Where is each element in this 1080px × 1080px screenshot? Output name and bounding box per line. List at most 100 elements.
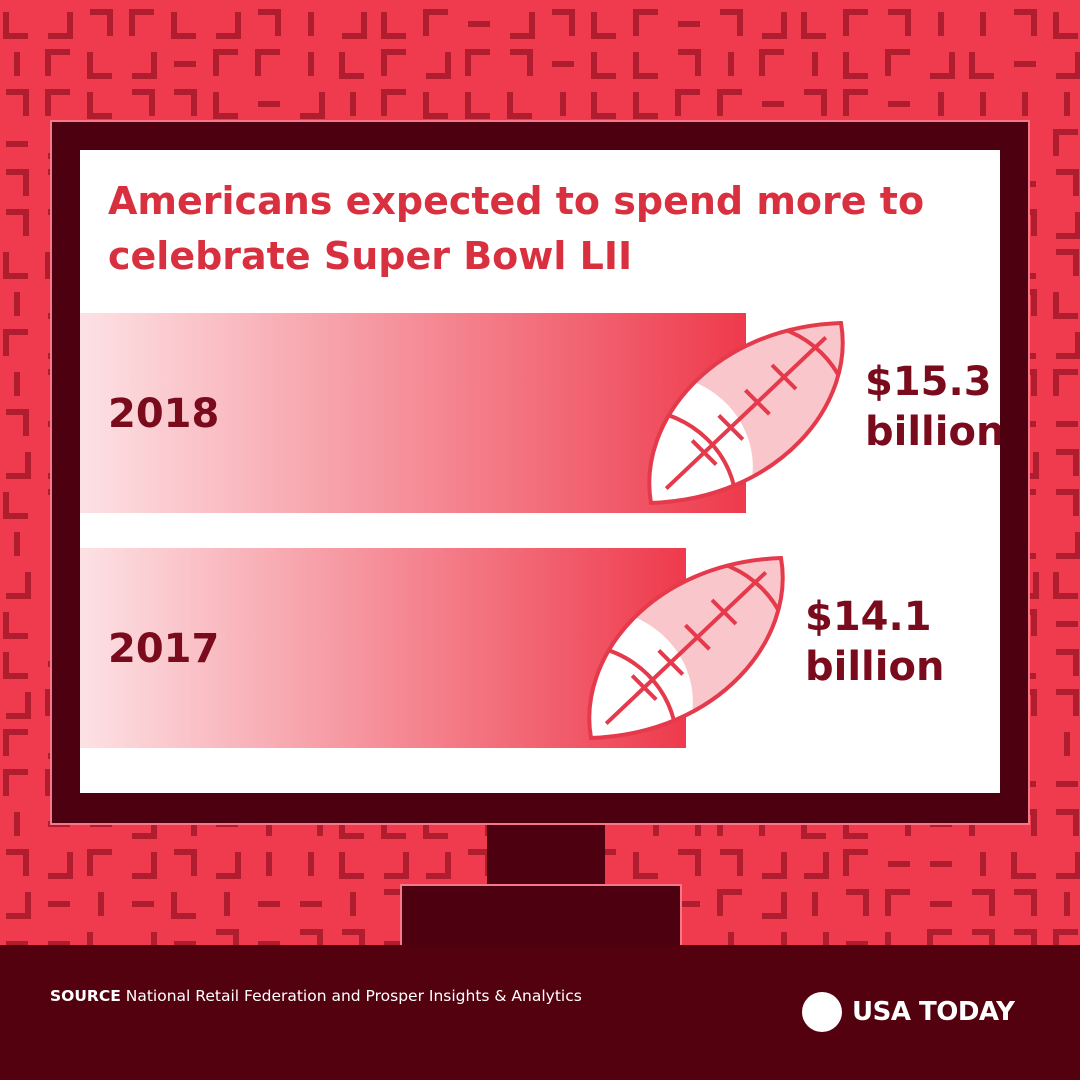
monitor-stand xyxy=(400,884,682,946)
maze-segment xyxy=(6,572,31,599)
maze-segment xyxy=(1053,12,1078,39)
maze-segment xyxy=(762,12,787,39)
value-label-unit-2017: billion xyxy=(805,644,944,690)
maze-segment xyxy=(171,12,196,39)
category-label-2018: 2018 xyxy=(108,391,219,437)
maze-segment xyxy=(6,452,31,479)
source-text: National Retail Federation and Prosper I… xyxy=(120,987,582,1005)
maze-segment xyxy=(3,252,28,279)
maze-segment xyxy=(1056,249,1079,276)
maze-segment xyxy=(1053,929,1078,945)
value-label-amount-2017: $14.1 xyxy=(805,594,932,640)
maze-segment xyxy=(1056,332,1080,359)
maze-segment xyxy=(1056,649,1079,676)
maze-segment xyxy=(843,89,868,116)
maze-segment xyxy=(339,852,364,879)
maze-segment xyxy=(465,49,490,76)
maze-segment xyxy=(507,92,532,119)
maze-segment xyxy=(423,9,448,36)
maze-segment xyxy=(3,652,28,679)
bar-2017 xyxy=(80,548,686,748)
maze-segment xyxy=(1053,292,1078,319)
maze-segment xyxy=(846,889,869,916)
maze-segment xyxy=(1056,532,1080,559)
maze-segment xyxy=(6,89,29,116)
maze-segment xyxy=(87,92,112,119)
footer: SOURCE National Retail Federation and Pr… xyxy=(0,945,1080,1080)
maze-segment xyxy=(633,52,658,79)
maze-segment xyxy=(87,849,112,876)
maze-segment xyxy=(468,849,491,876)
maze-segment xyxy=(1056,809,1079,836)
maze-segment xyxy=(6,409,29,436)
maze-segment xyxy=(87,52,112,79)
maze-segment xyxy=(762,852,787,879)
brand-dot-icon xyxy=(802,992,842,1032)
maze-segment xyxy=(339,52,364,79)
maze-segment xyxy=(1056,689,1079,716)
maze-segment xyxy=(426,852,451,879)
maze-segment xyxy=(384,852,409,879)
value-label-unit-2018: billion xyxy=(865,409,1000,455)
maze-segment xyxy=(843,52,868,79)
maze-segment xyxy=(717,889,742,916)
maze-segment xyxy=(6,209,29,236)
maze-segment xyxy=(342,12,367,39)
maze-segment xyxy=(87,932,93,945)
maze-segment xyxy=(1056,169,1079,196)
maze-segment xyxy=(1053,129,1078,156)
maze-segment xyxy=(426,52,451,79)
maze-segment xyxy=(381,12,406,39)
maze-segment xyxy=(591,12,616,39)
maze-segment xyxy=(216,929,239,945)
maze-segment xyxy=(1014,889,1037,916)
maze-segment xyxy=(216,852,241,879)
maze-segment xyxy=(633,9,658,36)
bar-2018 xyxy=(80,313,746,513)
monitor-screen: Americans expected to spend more to cele… xyxy=(80,150,1000,793)
maze-segment xyxy=(720,849,743,876)
maze-segment xyxy=(969,52,994,79)
source-tag: SOURCE xyxy=(50,987,121,1005)
maze-segment xyxy=(423,92,448,119)
maze-segment xyxy=(132,852,157,879)
maze-segment xyxy=(843,9,868,36)
maze-segment xyxy=(6,169,29,196)
maze-segment xyxy=(801,12,826,39)
maze-segment xyxy=(3,769,28,796)
maze-segment xyxy=(1056,852,1080,879)
chart-title: Americans expected to spend more to cele… xyxy=(108,179,925,278)
monitor-neck xyxy=(487,825,605,885)
maze-segment xyxy=(342,929,365,945)
maze-segment xyxy=(255,49,280,76)
maze-segment xyxy=(843,849,868,876)
maze-segment xyxy=(1053,369,1078,396)
maze-segment xyxy=(381,89,406,116)
maze-segment xyxy=(885,889,910,916)
maze-segment xyxy=(678,49,701,76)
maze-segment xyxy=(48,852,73,879)
maze-segment xyxy=(804,852,829,879)
maze-segment xyxy=(1056,449,1079,476)
maze-segment xyxy=(972,929,995,945)
maze-segment xyxy=(591,52,616,79)
maze-segment xyxy=(972,889,995,916)
maze-segment xyxy=(888,9,911,36)
maze-segment xyxy=(885,932,891,945)
maze-segment xyxy=(258,9,281,36)
maze-segment xyxy=(6,849,29,876)
maze-segment xyxy=(1011,852,1036,879)
maze-segment xyxy=(804,89,827,116)
maze-segment xyxy=(678,849,701,876)
maze-segment xyxy=(1014,9,1037,36)
maze-segment xyxy=(927,929,952,945)
maze-segment xyxy=(300,92,325,119)
maze-segment xyxy=(3,12,28,39)
maze-segment xyxy=(90,9,113,36)
maze-segment xyxy=(213,92,238,119)
maze-segment xyxy=(633,852,658,879)
maze-segment xyxy=(1053,572,1078,599)
maze-segment xyxy=(132,89,155,116)
maze-segment xyxy=(45,49,70,76)
maze-segment xyxy=(6,692,31,719)
